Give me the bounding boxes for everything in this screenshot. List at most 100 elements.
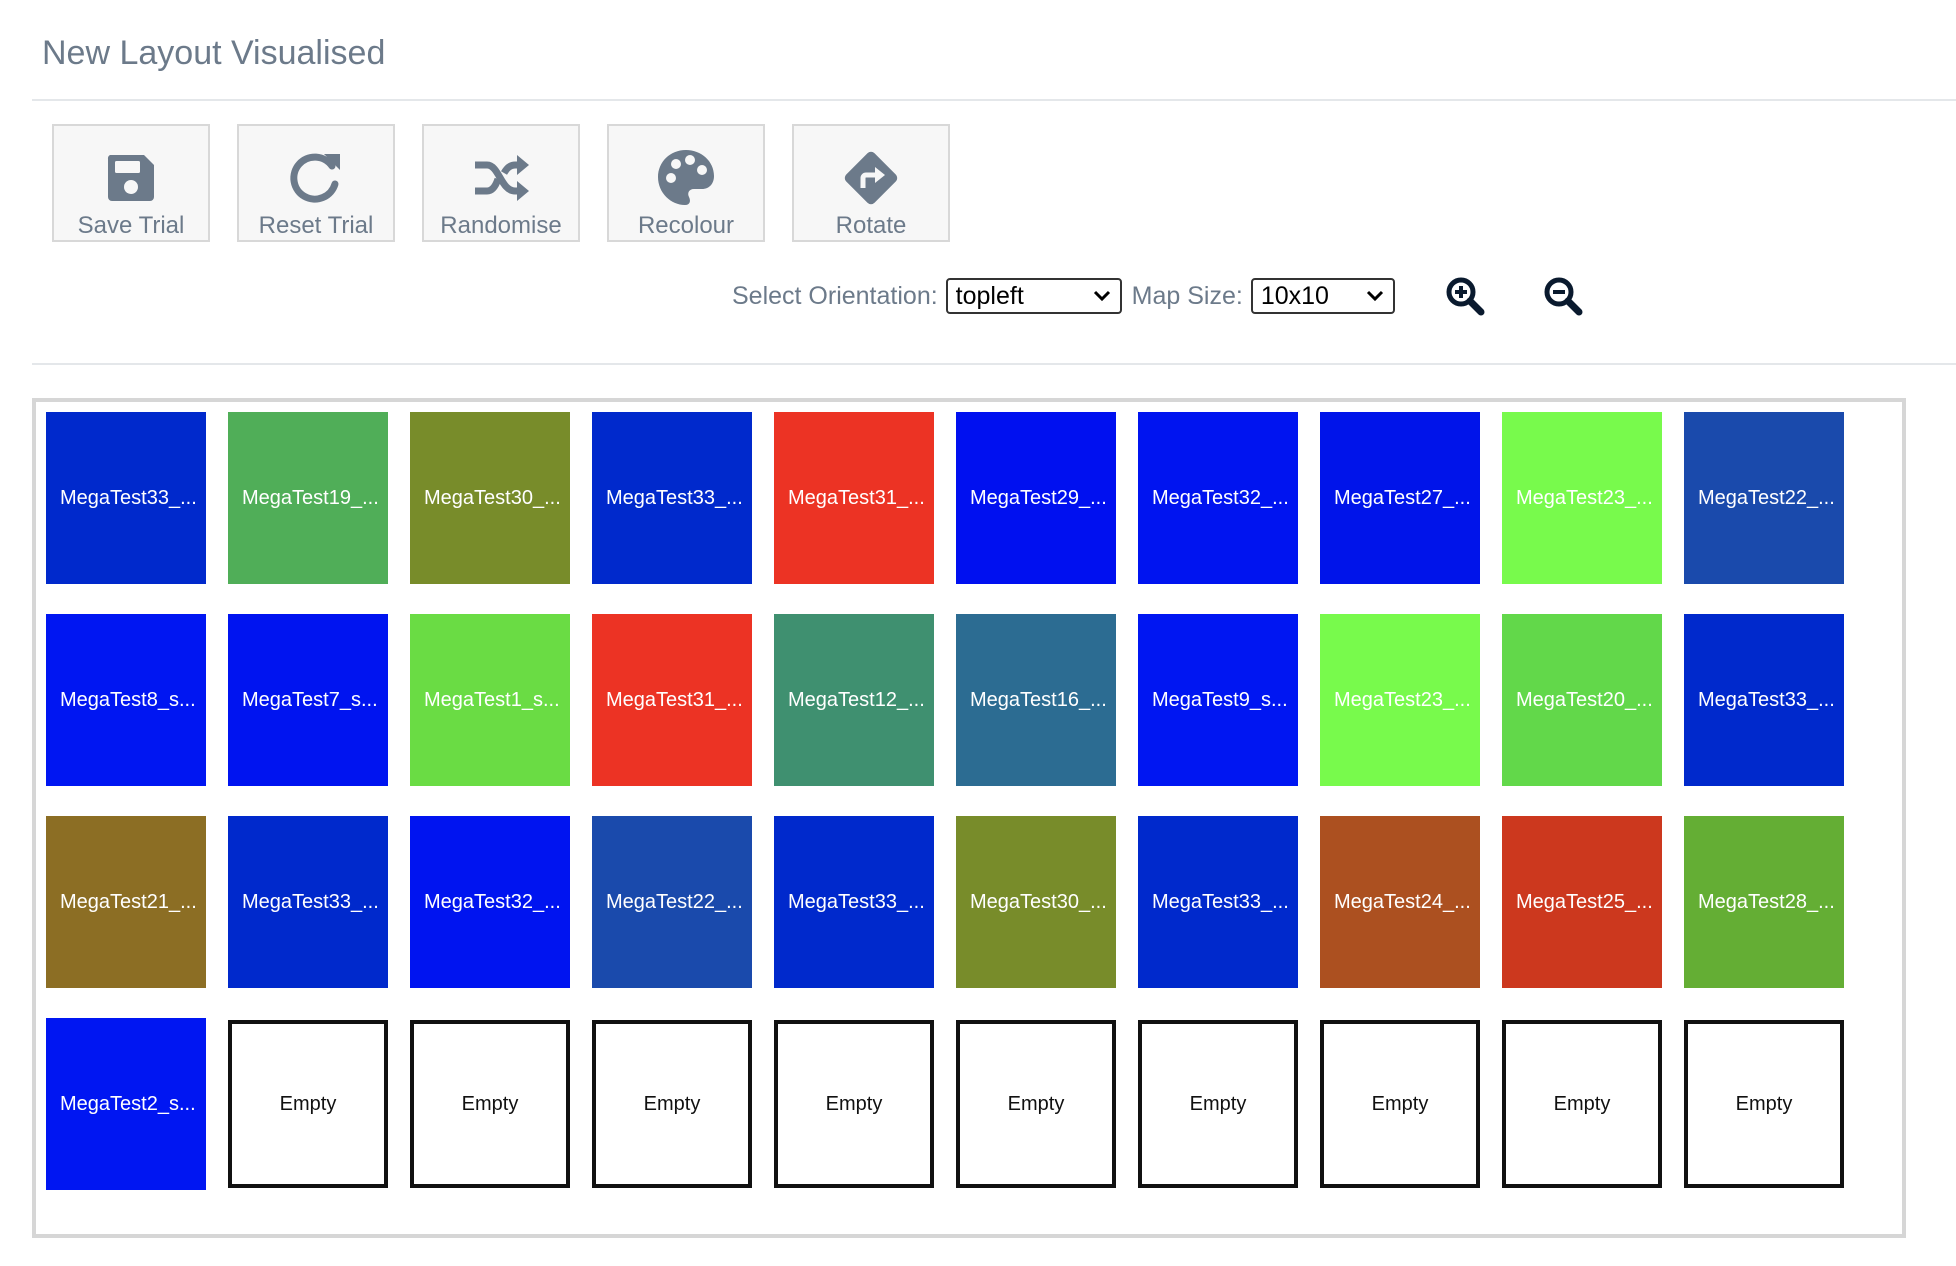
page-title: New Layout Visualised	[42, 34, 386, 72]
tile-label: MegaTest20_...	[1516, 688, 1653, 711]
layout-tile[interactable]: MegaTest33_...	[228, 816, 388, 988]
layout-tile[interactable]: MegaTest7_s...	[228, 614, 388, 786]
rotate-button[interactable]: Rotate	[792, 124, 950, 242]
layout-tile[interactable]: MegaTest33_...	[592, 412, 752, 584]
layout-tile[interactable]: MegaTest22_...	[1684, 412, 1844, 584]
tile-label: MegaTest7_s...	[242, 688, 378, 711]
tile-label: MegaTest31_...	[788, 486, 925, 509]
empty-slot[interactable]: Empty	[228, 1020, 388, 1188]
orientation-select[interactable]: topleft	[945, 278, 1122, 314]
rotate-label: Rotate	[835, 212, 907, 239]
layout-tile[interactable]: MegaTest21_...	[46, 816, 206, 988]
layout-tile[interactable]: MegaTest1_s...	[410, 614, 570, 786]
layout-tile[interactable]: MegaTest33_...	[1684, 614, 1844, 786]
header-divider	[32, 99, 1956, 101]
layout-tile[interactable]: MegaTest28_...	[1684, 816, 1844, 988]
tile-label: MegaTest23_...	[1516, 486, 1653, 509]
layout-grid: MegaTest33_... MegaTest19_... MegaTest30_.…	[32, 398, 1906, 1238]
tile-label: MegaTest22_...	[606, 890, 743, 913]
layout-tile[interactable]: MegaTest27_...	[1320, 412, 1480, 584]
tile-label: MegaTest33_...	[60, 486, 197, 509]
tile-label: MegaTest32_...	[424, 890, 561, 913]
layout-tile[interactable]: MegaTest29_...	[956, 412, 1116, 584]
layout-tile[interactable]: MegaTest30_...	[956, 816, 1116, 988]
empty-slot[interactable]: Empty	[1502, 1020, 1662, 1188]
tile-label: Empty	[643, 1092, 701, 1115]
randomise-button[interactable]: Randomise	[422, 124, 580, 242]
tile-label: Empty	[1189, 1092, 1247, 1115]
layout-tile[interactable]: MegaTest25_...	[1502, 816, 1662, 988]
layout-tile[interactable]: MegaTest9_s...	[1138, 614, 1298, 786]
tile-label: MegaTest25_...	[1516, 890, 1653, 913]
layout-tile[interactable]: MegaTest30_...	[410, 412, 570, 584]
layout-tile[interactable]: MegaTest24_...	[1320, 816, 1480, 988]
redo-arrow-icon	[286, 148, 346, 208]
layout-tile[interactable]: MegaTest32_...	[410, 816, 570, 988]
orientation-label: Select Orientation:	[732, 281, 938, 310]
tile-label: MegaTest1_s...	[424, 688, 560, 711]
tile-label: MegaTest33_...	[788, 890, 925, 913]
floppy-disk-icon	[101, 148, 161, 208]
empty-slot[interactable]: Empty	[1684, 1020, 1844, 1188]
tile-label: MegaTest24_...	[1334, 890, 1471, 913]
tile-label: Empty	[461, 1092, 519, 1115]
palette-icon	[656, 148, 716, 208]
tile-label: MegaTest9_s...	[1152, 688, 1288, 711]
tile-label: MegaTest2_s...	[60, 1092, 196, 1115]
tile-label: MegaTest33_...	[1152, 890, 1289, 913]
layout-tile[interactable]: MegaTest33_...	[1138, 816, 1298, 988]
layout-tile[interactable]: MegaTest23_...	[1320, 614, 1480, 786]
tile-label: MegaTest29_...	[970, 486, 1107, 509]
layout-tile[interactable]: MegaTest31_...	[774, 412, 934, 584]
tile-label: MegaTest27_...	[1334, 486, 1471, 509]
tile-label: MegaTest16_...	[970, 688, 1107, 711]
tile-label: MegaTest22_...	[1698, 486, 1835, 509]
zoom-in-icon	[1446, 277, 1485, 316]
layout-tile[interactable]: MegaTest19_...	[228, 412, 388, 584]
tile-label: MegaTest30_...	[970, 890, 1107, 913]
layout-tile[interactable]: MegaTest22_...	[592, 816, 752, 988]
zoom-out-icon	[1544, 277, 1583, 316]
tile-label: MegaTest12_...	[788, 688, 925, 711]
tile-label: MegaTest8_s...	[60, 688, 196, 711]
tile-label: MegaTest31_...	[606, 688, 743, 711]
chevron-down-icon	[1093, 290, 1110, 302]
empty-slot[interactable]: Empty	[1320, 1020, 1480, 1188]
zoom-out-button[interactable]	[1541, 274, 1585, 318]
layout-tile[interactable]: MegaTest23_...	[1502, 412, 1662, 584]
empty-slot[interactable]: Empty	[1138, 1020, 1298, 1188]
tile-label: MegaTest33_...	[606, 486, 743, 509]
map-size-select[interactable]: 10x10	[1250, 278, 1395, 314]
layout-controls: Select Orientation: topleft Map Size: 10…	[732, 276, 1585, 316]
layout-tile[interactable]: MegaTest33_...	[774, 816, 934, 988]
tile-label: Empty	[1735, 1092, 1793, 1115]
recolour-button[interactable]: Recolour	[607, 124, 765, 242]
tile-label: MegaTest33_...	[1698, 688, 1835, 711]
layout-tile[interactable]: MegaTest2_s...	[46, 1018, 206, 1190]
layout-tile[interactable]: MegaTest20_...	[1502, 614, 1662, 786]
tile-label: MegaTest23_...	[1334, 688, 1471, 711]
layout-tile[interactable]: MegaTest31_...	[592, 614, 752, 786]
tile-label: Empty	[1007, 1092, 1065, 1115]
zoom-in-button[interactable]	[1443, 274, 1487, 318]
empty-slot[interactable]: Empty	[410, 1020, 570, 1188]
layout-tile[interactable]: MegaTest32_...	[1138, 412, 1298, 584]
map-size-value: 10x10	[1260, 281, 1329, 310]
save-trial-button[interactable]: Save Trial	[52, 124, 210, 242]
layout-tile[interactable]: MegaTest16_...	[956, 614, 1116, 786]
layout-tile[interactable]: MegaTest12_...	[774, 614, 934, 786]
empty-slot[interactable]: Empty	[956, 1020, 1116, 1188]
reset-trial-button[interactable]: Reset Trial	[237, 124, 395, 242]
tile-label: MegaTest30_...	[424, 486, 561, 509]
map-size-label: Map Size:	[1131, 281, 1243, 310]
orientation-value: topleft	[955, 281, 1024, 310]
empty-slot[interactable]: Empty	[774, 1020, 934, 1188]
layout-tile[interactable]: MegaTest8_s...	[46, 614, 206, 786]
save-trial-label: Save Trial	[77, 212, 185, 239]
layout-tile[interactable]: MegaTest33_...	[46, 412, 206, 584]
randomise-label: Randomise	[440, 212, 562, 239]
shuffle-icon	[471, 148, 531, 208]
tile-label: MegaTest33_...	[242, 890, 379, 913]
empty-slot[interactable]: Empty	[592, 1020, 752, 1188]
tile-label: Empty	[1553, 1092, 1611, 1115]
